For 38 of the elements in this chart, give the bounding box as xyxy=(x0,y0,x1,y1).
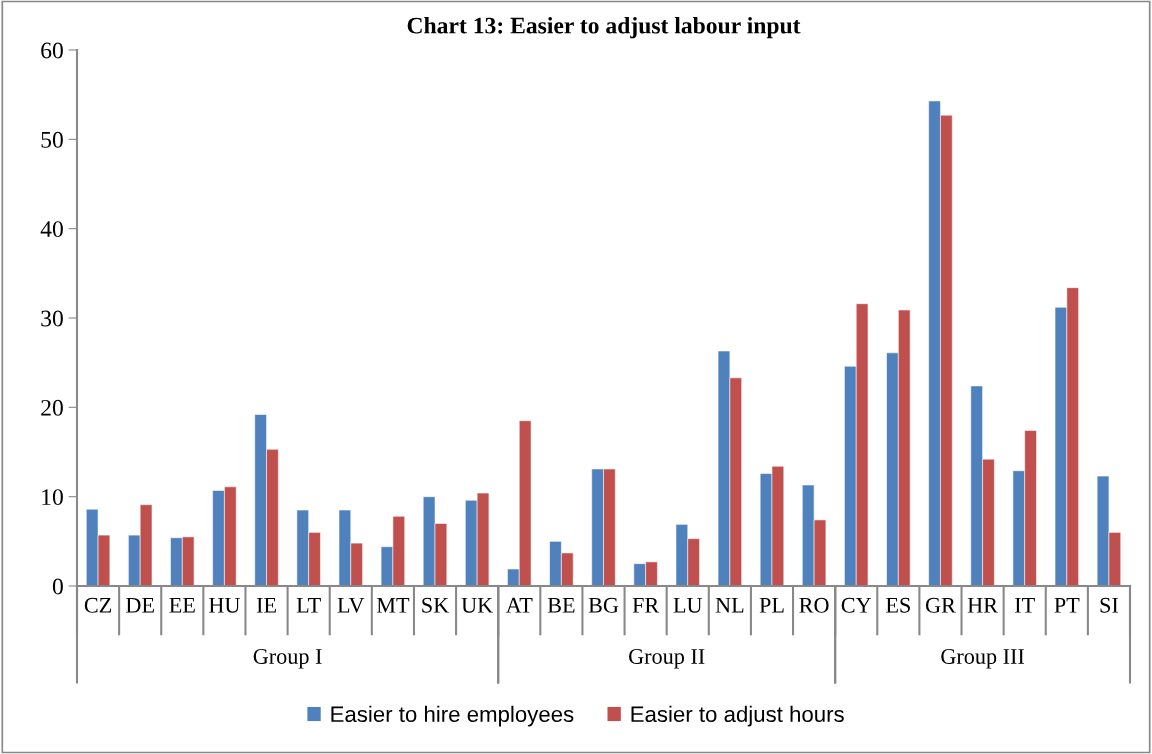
x-tick-label: BE xyxy=(547,597,575,613)
x-tick-label: EE xyxy=(169,597,195,613)
x-tick-label: SI xyxy=(1100,597,1119,613)
y-tick-label: 30 xyxy=(41,310,63,327)
chart-title: Chart 13: Easier to adjust labour input xyxy=(407,16,801,39)
x-tick-label: NL xyxy=(715,597,744,613)
y-tick-label: 60 xyxy=(41,42,63,59)
x-tick-label: PL xyxy=(759,597,784,613)
x-tick-label: HR xyxy=(967,597,998,613)
y-tick-label: 40 xyxy=(40,221,63,238)
x-tick-label: GR xyxy=(925,597,956,613)
text: Group I xyxy=(253,648,322,669)
text: Group III xyxy=(941,648,1025,669)
text: Group II xyxy=(629,648,705,669)
y-tick-label: 0 xyxy=(52,578,63,595)
legend-label: Easier to adjust hours xyxy=(631,705,844,727)
x-tick-label: ES xyxy=(886,597,910,613)
x-tick-label: LT xyxy=(296,597,321,613)
y-tick-label: 50 xyxy=(41,131,63,148)
x-tick-label: CY xyxy=(841,597,872,613)
x-tick-label: RO xyxy=(799,597,829,613)
x-tick-label: DE xyxy=(126,597,154,613)
legend-label: Easier to hire employees xyxy=(331,705,574,727)
x-tick-label: AT xyxy=(505,597,533,613)
x-tick-label: SK xyxy=(422,597,449,613)
x-tick-label: IT xyxy=(1015,597,1035,613)
x-tick-label: MT xyxy=(376,597,410,613)
x-tick-label: FR xyxy=(632,597,660,613)
y-tick-label: 10 xyxy=(42,489,63,506)
x-tick-label: IE xyxy=(256,597,276,613)
x-tick-label: HU xyxy=(209,597,240,613)
x-tick-label: CZ xyxy=(84,597,112,613)
x-tick-label: PT xyxy=(1054,597,1080,613)
x-tick-label: UK xyxy=(461,597,493,613)
x-tick-label: LU xyxy=(673,597,703,613)
y-tick-label: 20 xyxy=(41,399,63,416)
x-tick-label: LV xyxy=(337,597,365,613)
x-tick-label: BG xyxy=(588,597,619,613)
